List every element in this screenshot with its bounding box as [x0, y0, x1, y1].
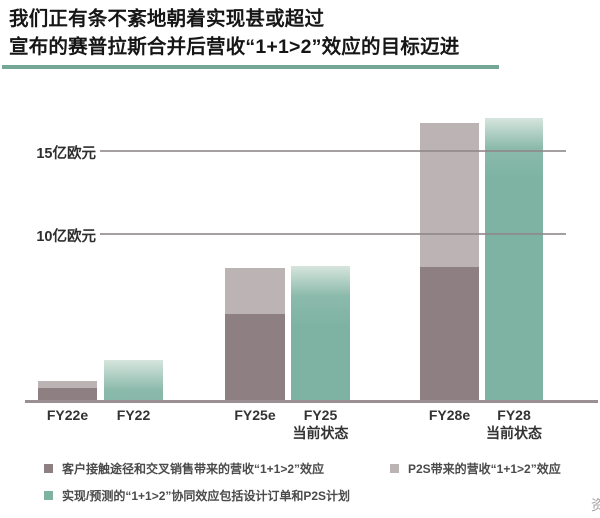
x-axis-label-fy25: FY25 当前状态	[276, 406, 366, 442]
bar-segment-fy22e-s0	[38, 388, 97, 400]
x-axis-label-line: 当前状态	[292, 425, 349, 441]
x-axis-label-line: FY25	[303, 407, 338, 423]
gridline-10	[100, 233, 566, 235]
y-axis-label-10: 10亿欧元	[36, 229, 96, 245]
x-axis-label-line: 当前状态	[486, 425, 542, 441]
x-axis-label-fy28e: FY28e	[405, 406, 495, 424]
x-axis-label-line: FY25e	[234, 407, 276, 423]
slide-title: 我们正有条不紊地朝着实现甚或超过 宣布的赛普拉斯合并后营收“1+1>2”效应的目…	[9, 5, 589, 61]
x-axis-label-fy22e: FY22e	[23, 406, 113, 424]
legend-swatch-green	[44, 491, 53, 500]
x-axis-label-fy25e: FY25e	[210, 406, 300, 424]
slide-title-line1: 我们正有条不紊地朝着实现甚或超过	[9, 8, 325, 30]
title-underline	[2, 65, 499, 69]
bar-segment-fy25e-s0	[225, 314, 285, 400]
gridline-15	[100, 150, 566, 152]
legend-swatch-gray	[390, 464, 399, 473]
x-axis-label-fy22: FY22	[89, 406, 179, 424]
bar-segment-fy28e-s0	[420, 267, 479, 400]
bar-segment-fy22-s2	[104, 360, 163, 400]
x-axis-label-line: FY22e	[46, 407, 89, 423]
bar-segment-fy28e-s1	[420, 123, 479, 267]
x-axis-label-line: FY28e	[428, 407, 471, 423]
bar-segment-fy25e-s1	[225, 268, 285, 314]
source-text-partial: 资	[591, 497, 600, 513]
bar-segment-fy22e-s1	[38, 381, 97, 388]
x-axis-line	[25, 400, 598, 403]
y-axis-label-15: 15亿欧元	[36, 146, 96, 162]
bar-segment-fy28-s2	[485, 118, 543, 400]
legend-label: P2S带来的营收“1+1>2”效应	[408, 462, 561, 476]
legend-label: 客户接触途径和交叉销售带来的营收“1+1>2”效应	[62, 462, 325, 476]
slide-title-line2: 宣布的赛普拉斯合并后营收“1+1>2”效应的目标迈进	[9, 36, 460, 58]
legend-label: 实现/预测的“1+1>2”协同效应包括设计订单和P2S计划	[62, 489, 351, 503]
bar-segment-fy25-s2	[291, 266, 350, 400]
legend-swatch-dark-mauve	[44, 464, 53, 473]
legend-item-p2s: P2S带来的营收“1+1>2”效应	[390, 463, 590, 476]
x-axis-label-line: FY22	[116, 407, 151, 423]
x-axis-label-fy28: FY28 当前状态	[469, 406, 559, 442]
legend-item-realized-forecast: 实现/预测的“1+1>2”协同效应包括设计订单和P2S计划	[44, 490, 424, 503]
x-axis-label-line: FY28	[497, 407, 531, 423]
legend-item-customer-cross-sell: 客户接触途径和交叉销售带来的营收“1+1>2”效应	[44, 463, 374, 476]
